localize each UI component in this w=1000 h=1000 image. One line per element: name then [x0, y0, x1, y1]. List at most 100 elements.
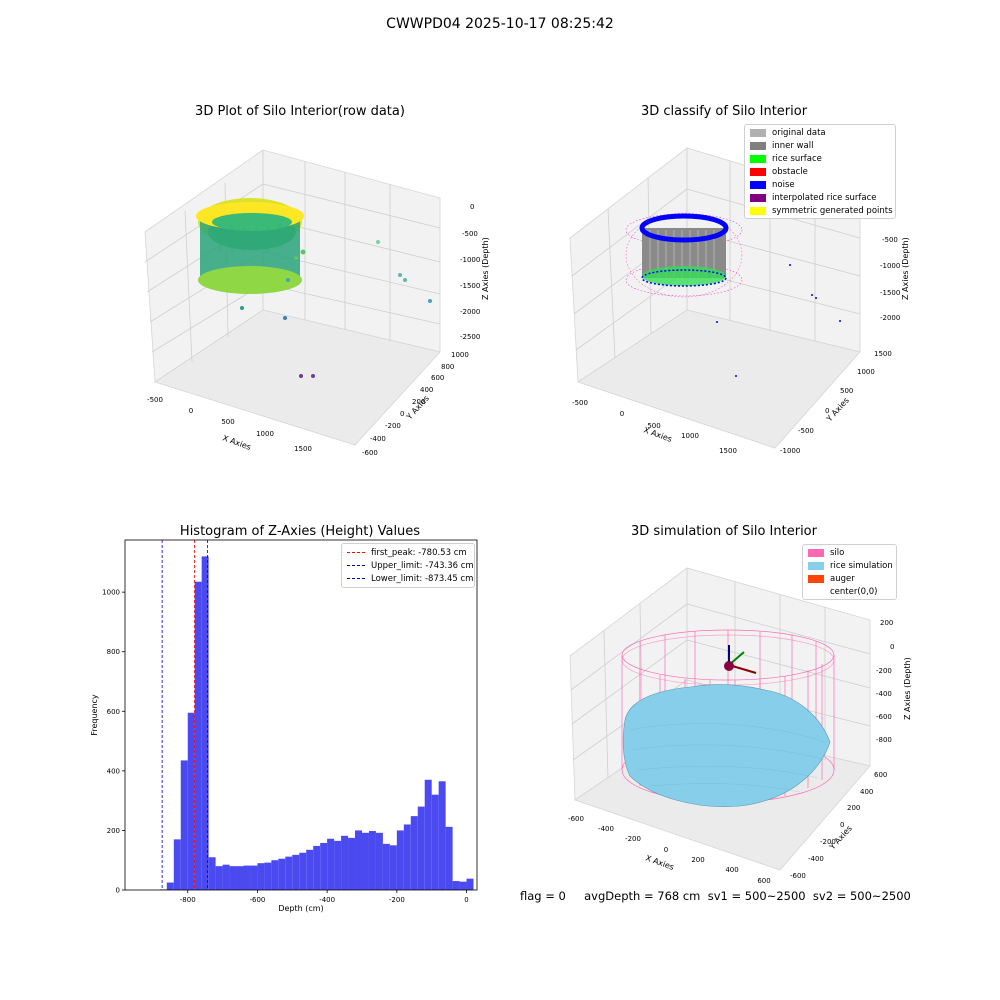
simulation-y-tick: 200	[847, 804, 860, 812]
raw-y-tick: 200	[412, 398, 425, 406]
raw-plot-title: 3D Plot of Silo Interior(row data)	[195, 104, 405, 119]
histogram-bar	[208, 857, 216, 890]
histogram-legend-item: Lower_limit: -873.45 cm	[342, 572, 474, 585]
legend-label: auger	[830, 573, 855, 584]
raw-y-ticks: -600 -400 -200 0 200 400 600 800 1000	[362, 351, 469, 457]
classify-z-label: Z Axies (Depth)	[901, 237, 910, 300]
histogram-bar	[445, 826, 453, 890]
histogram-x-tick-label: -800	[180, 896, 196, 904]
raw-z-ticks: 0 -500 -1000 -1500 -2000 -2500	[460, 203, 480, 341]
histogram-bar	[417, 806, 425, 890]
legend-item: noise	[745, 178, 895, 191]
histogram-bar	[403, 824, 411, 890]
histogram-bar	[355, 830, 362, 890]
histogram-bar	[292, 854, 300, 890]
legend-line-swatch	[347, 552, 365, 553]
histogram-legend-label: first_peak: -780.53 cm	[371, 547, 467, 558]
simulation-x-tick: -400	[598, 825, 614, 833]
histogram-bar	[313, 845, 321, 890]
simulation-x-tick: 600	[757, 877, 770, 885]
simulation-x-tick: -600	[568, 815, 584, 823]
histogram-x-tick-label: -400	[319, 896, 335, 904]
classify-3d-plot: -500 0 500 1000 1500 X Axies -1000 -500 …	[569, 147, 910, 455]
simulation-legend: silo rice simulation auger center(0,0)	[802, 544, 897, 600]
histogram-bar	[410, 816, 418, 890]
histogram-bar	[229, 866, 237, 890]
simulation-y-tick: 400	[860, 788, 873, 796]
raw-y-tick: -400	[370, 435, 386, 443]
histogram-bar	[180, 760, 188, 890]
histogram-bar	[396, 830, 404, 890]
legend-label: silo	[830, 547, 845, 558]
histogram-title: Histogram of Z-Axies (Height) Values	[179, 524, 421, 539]
classify-x-tick: 500	[647, 422, 660, 430]
simulation-z-tick: 0	[890, 643, 894, 651]
histogram-bar	[341, 835, 349, 890]
simulation-z-tick: -600	[876, 713, 892, 721]
histogram-bar	[299, 852, 307, 890]
raw-y-tick: -600	[362, 449, 378, 457]
histogram-bars	[159, 556, 474, 890]
legend-item: silo	[803, 546, 896, 559]
raw-y-tick: -200	[385, 422, 401, 430]
histogram-bar	[431, 794, 439, 890]
histogram-y-label: Frequency	[90, 694, 99, 736]
classify-z-ticks: 0 -500 -1000 -1500 -2000	[880, 208, 900, 322]
classify-y-tick: 0	[825, 407, 829, 415]
legend-swatch	[750, 128, 766, 137]
rice-surface	[622, 684, 831, 807]
histogram-x-tick-label: -600	[249, 896, 265, 904]
histogram-chart: -800 -600 -400 -200 0 0 200 400 600 800 1000 Dept…	[90, 539, 478, 913]
histogram-frame	[124, 539, 478, 891]
legend-swatch	[750, 154, 766, 163]
legend-line-swatch	[347, 578, 365, 579]
histogram-y-tick-label: 600	[107, 708, 120, 716]
histogram-bar	[361, 832, 369, 890]
raw-z-tick: -2000	[460, 308, 480, 316]
legend-item: original data	[745, 126, 895, 139]
histogram-bar	[382, 843, 390, 890]
legend-item: rice surface	[745, 152, 895, 165]
histogram-bar	[222, 864, 230, 890]
legend-label: original data	[772, 127, 826, 138]
raw-x-label: X Axies	[221, 433, 252, 452]
simulation-z-label: Z Axies (Depth)	[903, 657, 912, 720]
simulation-x-tick: 0	[664, 846, 668, 854]
histogram-bar	[264, 862, 272, 890]
histogram-bar	[201, 556, 209, 890]
legend-label: inner wall	[772, 140, 814, 151]
legend-swatch	[808, 548, 824, 557]
raw-x-tick: 500	[221, 418, 234, 426]
histogram-bar	[236, 866, 244, 890]
histogram-y-tick-label: 200	[107, 827, 120, 835]
simulation-x-tick: 200	[691, 856, 704, 864]
classify-x-tick: 0	[620, 410, 624, 418]
classify-x-tick: -500	[572, 399, 588, 407]
histogram-y-tick-label: 1000	[102, 589, 120, 597]
classify-z-tick: -1500	[880, 289, 900, 297]
simulation-y-tick: 0	[840, 821, 844, 829]
raw-3d-plot: -500 0 500 1000 1500 X Axies -600 -400 -…	[144, 149, 490, 457]
legend-swatch	[750, 193, 766, 202]
histogram-bar	[334, 840, 342, 890]
histogram-bar	[348, 837, 356, 890]
histogram-x-ticks: -800 -600 -400 -200 0	[180, 890, 469, 904]
raw-point-cloud	[196, 198, 432, 378]
raw-z-tick: 0	[470, 203, 474, 211]
legend-swatch	[808, 574, 824, 583]
histogram-y-ticks: 0 200 400 600 800 1000	[102, 589, 125, 895]
legend-label: interpolated rice surface	[772, 192, 877, 203]
legend-label: center(0,0)	[830, 586, 878, 597]
classify-y-tick: 1000	[857, 368, 875, 376]
histogram-bar	[375, 832, 383, 890]
histogram-legend: first_peak: -780.53 cm Upper_limit: -743.…	[341, 543, 475, 588]
histogram-bar	[466, 878, 474, 890]
raw-3d-axes-box	[144, 149, 441, 446]
simulation-y-tick: -600	[790, 872, 806, 880]
histogram-legend-item: first_peak: -780.53 cm	[342, 546, 474, 559]
raw-y-tick: 0	[400, 410, 404, 418]
histogram-y-tick-label: 800	[107, 648, 120, 656]
simulation-z-ticks: 200 0 -200 -400 -600 -800	[876, 619, 894, 744]
legend-item: center(0,0)	[803, 585, 896, 598]
raw-z-tick: -500	[462, 230, 478, 238]
